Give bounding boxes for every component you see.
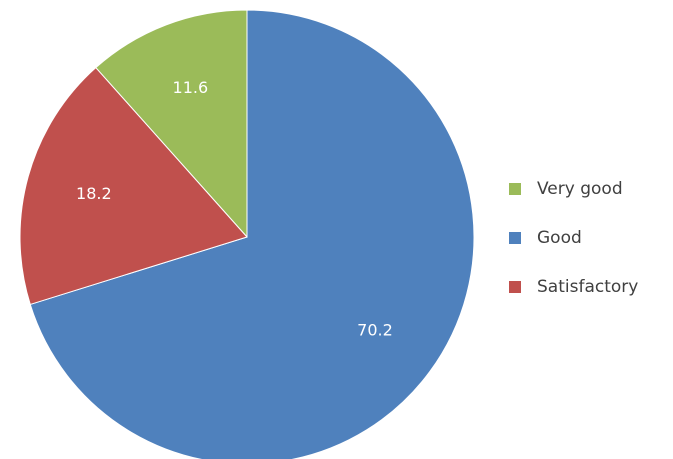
legend-swatch [509,183,521,195]
data-label: 18.2 [76,184,112,203]
legend-label: Very good [537,179,623,199]
legend-swatch [509,232,521,244]
pie-slice [19,66,248,306]
legend-label: Good [537,228,582,248]
legend-swatch [509,281,521,293]
legend-label: Satisfactory [537,277,638,297]
data-label: 11.6 [173,78,209,97]
pie-slice [29,9,475,459]
pie-slice [95,9,248,239]
data-label: 70.2 [357,321,393,340]
